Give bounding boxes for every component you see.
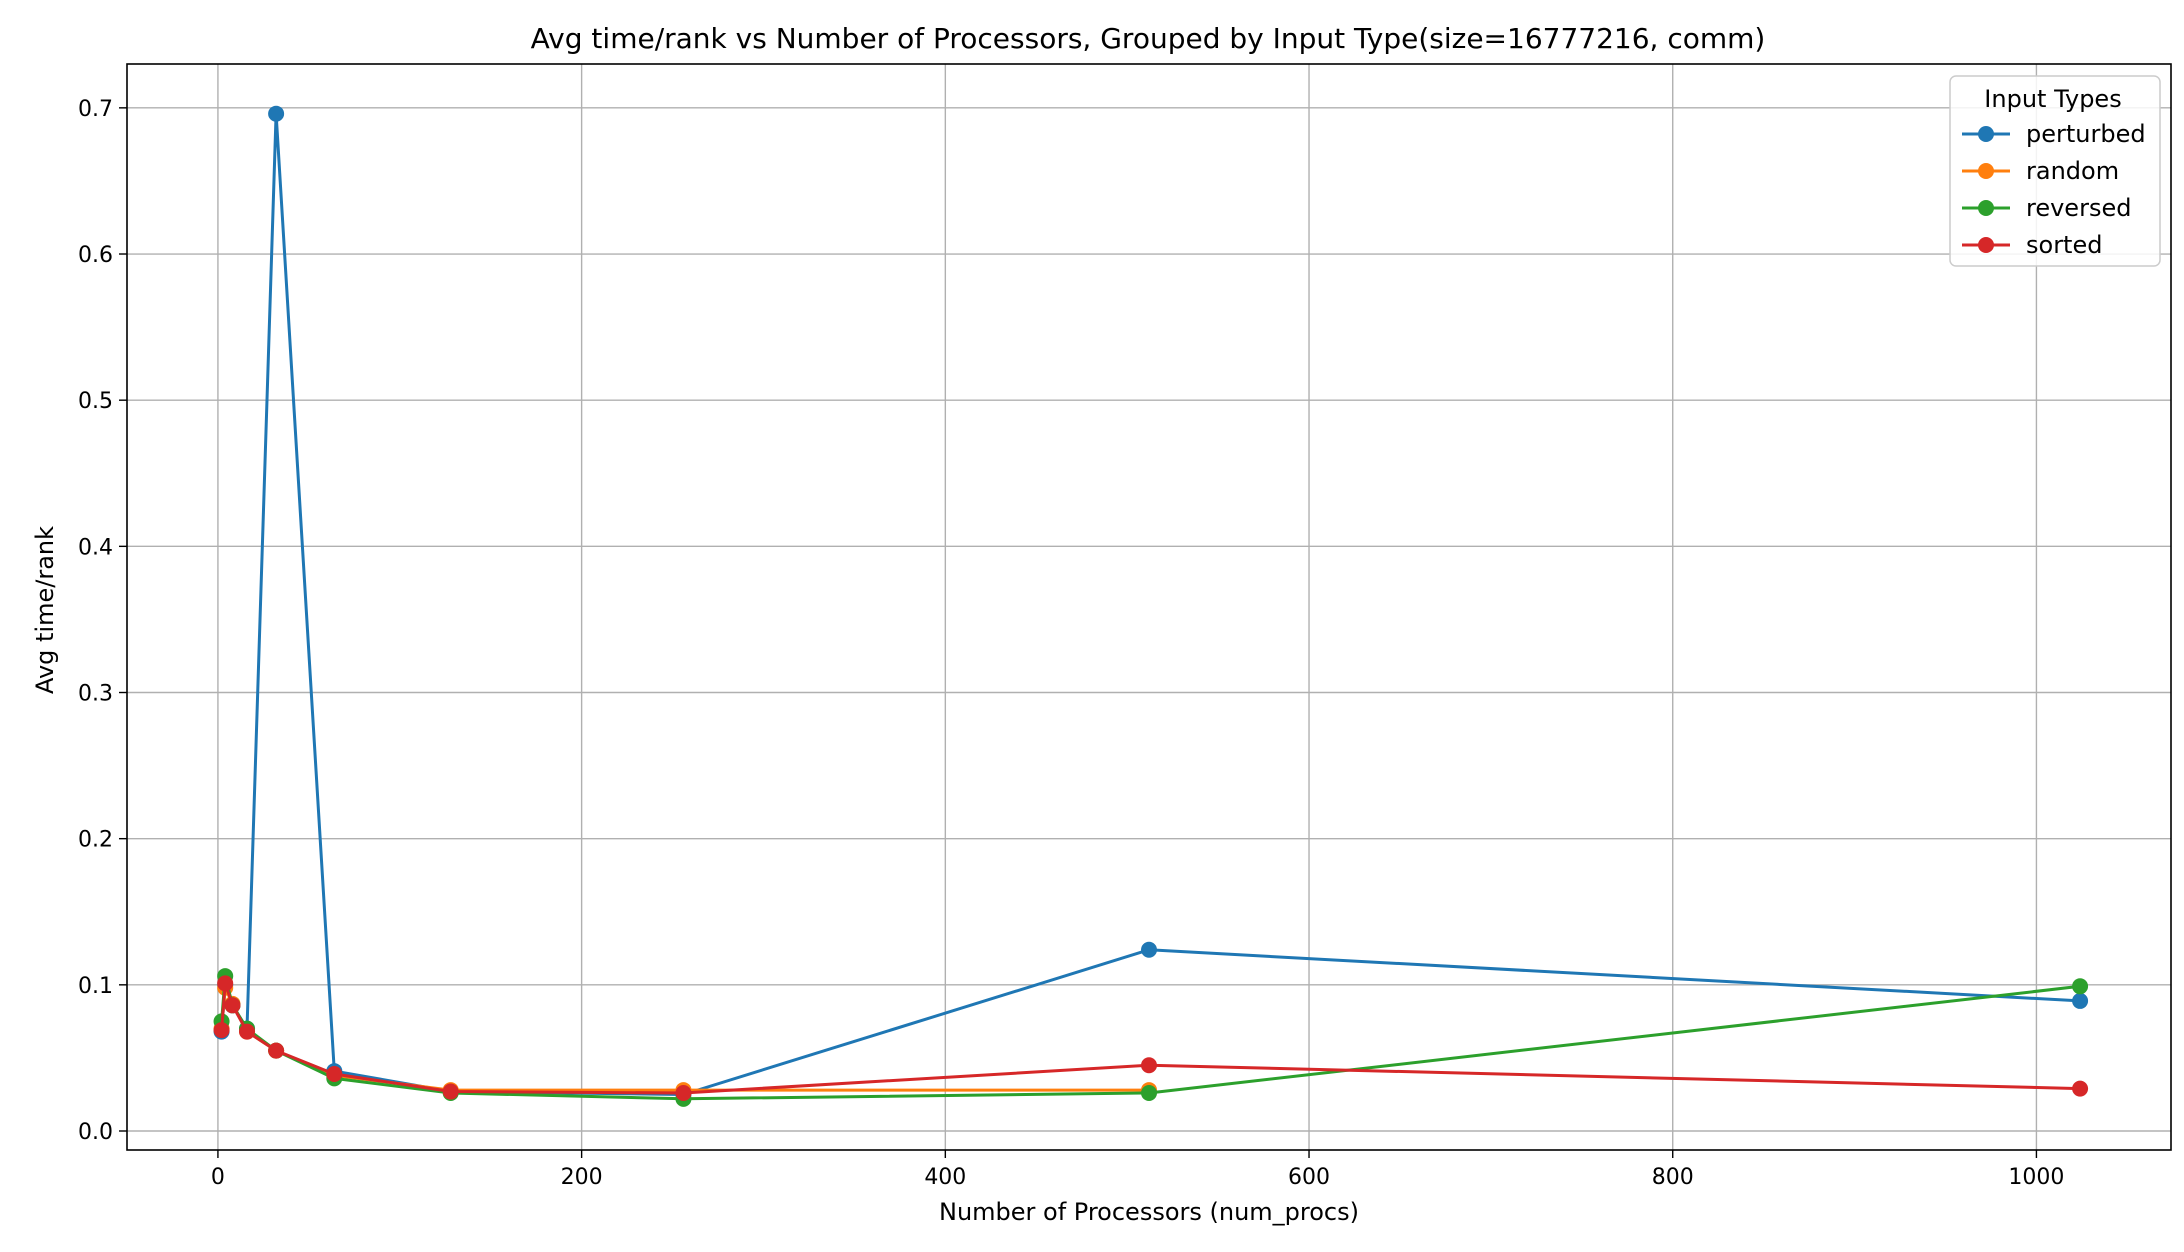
x-tick-label: 200	[561, 1165, 603, 1190]
x-tick-label: 800	[1652, 1165, 1694, 1190]
legend-item-random: random	[1962, 157, 2119, 185]
series-reversed	[213, 968, 2089, 1107]
data-point-sorted	[326, 1065, 343, 1082]
y-tick-label: 0.7	[78, 97, 113, 122]
legend-label: random	[2026, 157, 2119, 185]
legend-item-perturbed: perturbed	[1962, 120, 2146, 148]
legend: Input Types perturbed random reversed sorte…	[1949, 75, 2161, 267]
data-point-sorted	[2072, 1080, 2089, 1097]
data-point-sorted	[675, 1084, 692, 1101]
data-point-sorted	[213, 1022, 230, 1039]
series-sorted	[213, 975, 2089, 1101]
y-tick-label: 0.4	[78, 535, 113, 560]
legend-swatch-marker	[1978, 200, 1994, 216]
data-point-reversed	[1141, 1084, 1157, 1101]
tick-layer: 0 200 400 600 800 1000 0.0 0.1 0.2 0.3 0.4 0.5 0.6 0.…	[78, 97, 2064, 1190]
data-point-perturbed	[1141, 941, 1157, 958]
legend-item-reversed: reversed	[1962, 194, 2131, 222]
data-point-sorted	[224, 997, 241, 1014]
legend-items: perturbed random reversed sorted	[1962, 120, 2146, 259]
y-tick-label: 0.5	[78, 389, 113, 414]
legend-swatch-marker	[1978, 163, 1994, 179]
data-point-sorted	[239, 1023, 256, 1040]
y-tick-label: 0.6	[78, 243, 113, 268]
legend-label: reversed	[2026, 194, 2131, 222]
plot-frame	[126, 63, 2172, 1151]
data-point-sorted	[268, 1042, 285, 1059]
x-tick-label: 400	[924, 1165, 966, 1190]
data-point-perturbed	[2072, 992, 2089, 1009]
x-tick-label: 0	[211, 1165, 225, 1190]
y-tick-label: 0.3	[78, 682, 113, 707]
legend-label: perturbed	[2026, 120, 2146, 148]
x-axis-label: Number of Processors (num_procs)	[939, 1198, 1359, 1226]
y-axis-label: Avg time/rank	[31, 526, 59, 694]
chart-title: Avg time/rank vs Number of Processors, G…	[531, 22, 1766, 55]
legend-swatch-marker	[1978, 126, 1994, 142]
legend-swatch-marker	[1978, 237, 1994, 253]
series-line-sorted	[220, 981, 2081, 1095]
series-perturbed	[213, 105, 2089, 1103]
y-tick-label: 0.2	[78, 828, 113, 853]
legend-item-sorted: sorted	[1962, 231, 2102, 259]
series-layer	[213, 105, 2089, 1107]
data-point-reversed	[2072, 978, 2089, 995]
y-tick-label: 0.0	[78, 1120, 113, 1145]
y-tick-label: 0.1	[78, 974, 113, 999]
data-point-perturbed	[268, 105, 285, 122]
x-tick-label: 600	[1288, 1165, 1330, 1190]
data-point-sorted	[1141, 1057, 1157, 1074]
data-point-sorted	[442, 1083, 459, 1100]
legend-box	[1949, 75, 2161, 267]
data-point-sorted	[217, 975, 234, 992]
grid-layer	[127, 64, 2171, 1150]
legend-label: sorted	[2026, 231, 2102, 259]
x-tick-label: 1000	[2008, 1165, 2064, 1190]
legend-title: Input Types	[1984, 85, 2121, 113]
